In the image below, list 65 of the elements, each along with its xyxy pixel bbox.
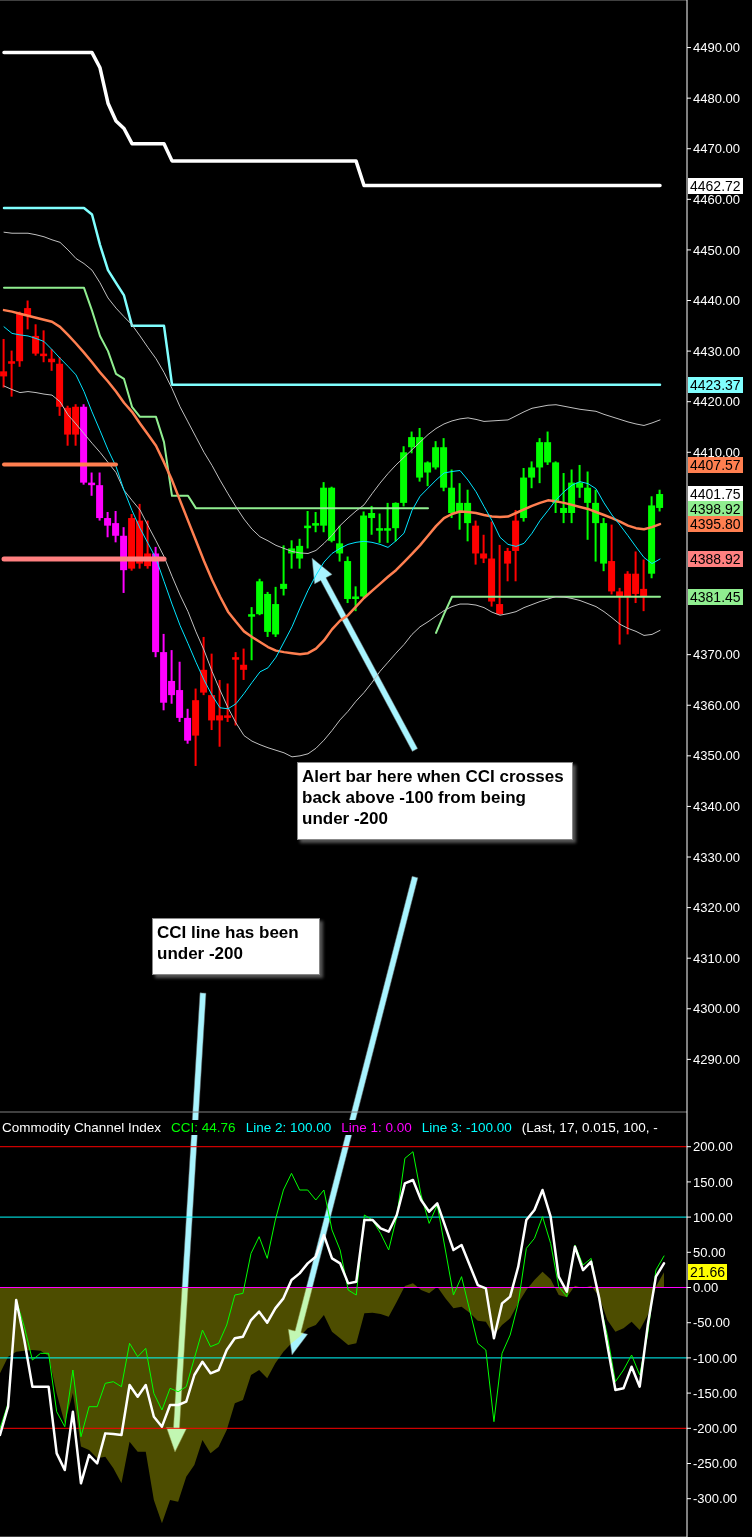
text: 4423.37 [688, 376, 743, 393]
y-tick-label: 200.00 [693, 1139, 733, 1155]
candlestick [32, 323, 40, 357]
y-tick-label: 50.00 [693, 1244, 726, 1260]
text: 4398.92 [688, 500, 743, 517]
y-tick-label: 4290.00 [693, 1052, 740, 1067]
y-tick-label: 4440.00 [693, 293, 740, 309]
line-series [3, 286, 429, 510]
text: 4395.80 [688, 516, 743, 533]
candlestick [528, 460, 536, 490]
y-tick-label: 4450.00 [693, 242, 740, 258]
candlestick [248, 606, 256, 662]
annotation: CCI line has been under -200 [152, 918, 320, 975]
candlestick [240, 647, 248, 681]
y-tick-label: -100.00 [693, 1350, 738, 1366]
annotation: Alert bar here when CCI crosses back above -100 from being under -200 [297, 762, 573, 840]
y-tick-label: 100.00 [693, 1209, 733, 1225]
y-tick-label: 4490.00 [693, 40, 740, 56]
y-tick-label: 4340.00 [693, 799, 740, 815]
text: 4388.92 [688, 551, 743, 567]
text: 4381.45 [688, 589, 743, 605]
text: 4401.75 [688, 486, 743, 502]
y-tick-label: 4330.00 [693, 849, 740, 865]
candlestick [480, 533, 488, 565]
text: 21.66 [688, 1264, 728, 1281]
line-series [0, 1178, 666, 1485]
ref-line-label: Line 2: 100.00 [245, 1120, 332, 1135]
y-tick-label: 4300.00 [693, 1001, 740, 1017]
text: 4407.57 [688, 456, 743, 473]
line-series [3, 326, 661, 710]
y-tick-label: 4320.00 [693, 900, 740, 916]
y-tick-label: -250.00 [693, 1456, 738, 1472]
y-tick-label: 4350.00 [693, 748, 740, 764]
candlestick [280, 544, 288, 597]
y-tick-label: 4360.00 [693, 697, 740, 713]
candlestick [232, 651, 240, 727]
y-tick-label: 4460.00 [693, 191, 740, 207]
y-tick-label: -150.00 [693, 1385, 738, 1401]
y-tick-label: 4480.00 [693, 90, 740, 106]
line-series [2, 50, 662, 188]
ref-line-label: Line 1: 0.00 [341, 1120, 412, 1135]
candlestick [0, 337, 8, 389]
y-tick-label: 4430.00 [693, 343, 740, 359]
y-tick-label: -50.00 [693, 1315, 730, 1331]
line-series [2, 308, 662, 656]
candlestick [8, 349, 16, 398]
annotation: (Last, 17, 0.015, 100, - [521, 1120, 658, 1135]
candlestick [496, 543, 504, 616]
text: CCI: 44.76 [171, 1120, 236, 1135]
y-tick-label: 4470.00 [693, 141, 740, 157]
y-tick-label: 4310.00 [693, 950, 740, 966]
y-tick-label: -300.00 [693, 1491, 738, 1507]
y-tick-label: 4370.00 [693, 647, 740, 663]
text: 4462.72 [688, 177, 743, 194]
y-tick-label: 4420.00 [693, 394, 740, 410]
text: Commodity Channel Index [2, 1120, 162, 1135]
ref-line-label: Line 3: -100.00 [421, 1120, 512, 1135]
line-series [3, 385, 661, 758]
y-tick-label: 150.00 [693, 1174, 733, 1190]
candlestick [184, 707, 192, 745]
candlestick [504, 546, 512, 583]
y-tick-label: -200.00 [693, 1420, 738, 1436]
y-tick-label: 0.00 [693, 1280, 719, 1296]
candlestick [584, 470, 592, 541]
line-series [2, 206, 662, 386]
